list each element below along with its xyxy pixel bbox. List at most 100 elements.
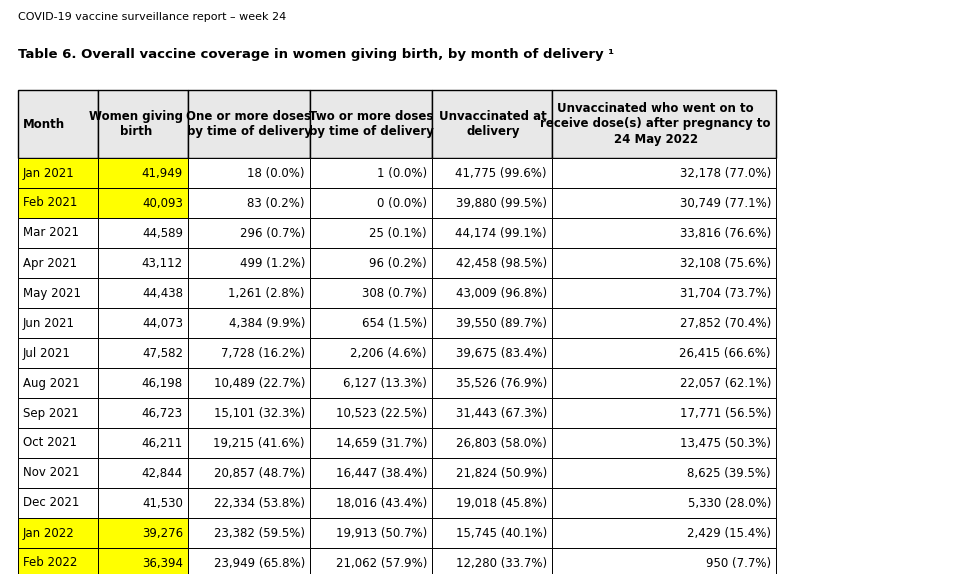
Text: 308 (0.7%): 308 (0.7%) [362,286,427,300]
Bar [310,308,432,338]
Text: May 2021: May 2021 [23,286,81,300]
Text: 18,016 (43.4%): 18,016 (43.4%) [335,497,427,510]
Text: 499 (1.2%): 499 (1.2%) [240,257,305,270]
Bar [552,188,776,218]
Text: 39,276: 39,276 [142,526,183,540]
Text: 39,880 (99.5%): 39,880 (99.5%) [456,196,547,210]
Bar [188,518,310,548]
Text: 23,949 (65.8%): 23,949 (65.8%) [214,557,305,569]
Bar [98,428,188,458]
Text: 26,803 (58.0%): 26,803 (58.0%) [456,436,547,449]
Bar [188,398,310,428]
Bar [188,218,310,248]
Text: 14,659 (31.7%): 14,659 (31.7%) [335,436,427,449]
Text: 23,382 (59.5%): 23,382 (59.5%) [214,526,305,540]
Text: 43,009 (96.8%): 43,009 (96.8%) [456,286,547,300]
Text: 41,530: 41,530 [142,497,183,510]
Bar [310,338,432,368]
Bar [18,90,98,158]
Text: 6,127 (13.3%): 6,127 (13.3%) [343,377,427,390]
Bar [188,428,310,458]
Text: 950 (7.7%): 950 (7.7%) [706,557,771,569]
Bar [432,488,552,518]
Text: 8,625 (39.5%): 8,625 (39.5%) [688,467,771,479]
Bar [18,428,98,458]
Text: 18 (0.0%): 18 (0.0%) [247,166,305,180]
Bar [432,368,552,398]
Bar [98,278,188,308]
Text: Month: Month [23,118,65,130]
Bar [310,278,432,308]
Bar [432,398,552,428]
Bar [432,218,552,248]
Bar [98,90,188,158]
Bar [18,338,98,368]
Bar [188,338,310,368]
Bar [432,278,552,308]
Text: 19,018 (45.8%): 19,018 (45.8%) [456,497,547,510]
Text: 22,334 (53.8%): 22,334 (53.8%) [214,497,305,510]
Text: 21,824 (50.9%): 21,824 (50.9%) [456,467,547,479]
Text: 10,523 (22.5%): 10,523 (22.5%) [336,406,427,420]
Text: Dec 2021: Dec 2021 [23,497,80,510]
Text: 43,112: 43,112 [142,257,183,270]
Bar [188,308,310,338]
Bar [552,338,776,368]
Text: Apr 2021: Apr 2021 [23,257,78,270]
Text: 83 (0.2%): 83 (0.2%) [247,196,305,210]
Bar [18,278,98,308]
Text: Oct 2021: Oct 2021 [23,436,77,449]
Text: 5,330 (28.0%): 5,330 (28.0%) [688,497,771,510]
Text: 44,174 (99.1%): 44,174 (99.1%) [455,227,547,239]
Text: 46,211: 46,211 [142,436,183,449]
Text: 41,949: 41,949 [142,166,183,180]
Bar [98,188,188,218]
Bar [310,368,432,398]
Text: 20,857 (48.7%): 20,857 (48.7%) [214,467,305,479]
Bar [552,458,776,488]
Bar [310,158,432,188]
Text: Jan 2022: Jan 2022 [23,526,75,540]
Bar [18,458,98,488]
Text: 19,215 (41.6%): 19,215 (41.6%) [214,436,305,449]
Text: 22,057 (62.1%): 22,057 (62.1%) [679,377,771,390]
Text: 7,728 (16.2%): 7,728 (16.2%) [221,347,305,359]
Bar [98,518,188,548]
Bar [552,428,776,458]
Text: 44,073: 44,073 [142,316,183,329]
Bar [18,368,98,398]
Text: 46,198: 46,198 [142,377,183,390]
Text: 35,526 (76.9%): 35,526 (76.9%) [456,377,547,390]
Bar [432,518,552,548]
Text: 44,438: 44,438 [142,286,183,300]
Bar [552,90,776,158]
Text: Mar 2021: Mar 2021 [23,227,79,239]
Bar [98,458,188,488]
Bar [98,338,188,368]
Text: 96 (0.2%): 96 (0.2%) [369,257,427,270]
Text: 42,844: 42,844 [142,467,183,479]
Bar [98,218,188,248]
Text: One or more doses
by time of delivery: One or more doses by time of delivery [187,110,311,138]
Text: Feb 2021: Feb 2021 [23,196,78,210]
Text: Women giving
birth: Women giving birth [89,110,183,138]
Bar [188,488,310,518]
Bar [552,548,776,574]
Text: 654 (1.5%): 654 (1.5%) [362,316,427,329]
Bar [188,90,310,158]
Bar [310,428,432,458]
Bar [188,458,310,488]
Text: 30,749 (77.1%): 30,749 (77.1%) [679,196,771,210]
Bar [98,308,188,338]
Text: 42,458 (98.5%): 42,458 (98.5%) [456,257,547,270]
Bar [18,188,98,218]
Text: 39,675 (83.4%): 39,675 (83.4%) [456,347,547,359]
Text: 46,723: 46,723 [142,406,183,420]
Bar [98,248,188,278]
Bar [188,278,310,308]
Bar [432,188,552,218]
Bar [310,248,432,278]
Text: 36,394: 36,394 [142,557,183,569]
Bar [18,158,98,188]
Text: Jan 2021: Jan 2021 [23,166,75,180]
